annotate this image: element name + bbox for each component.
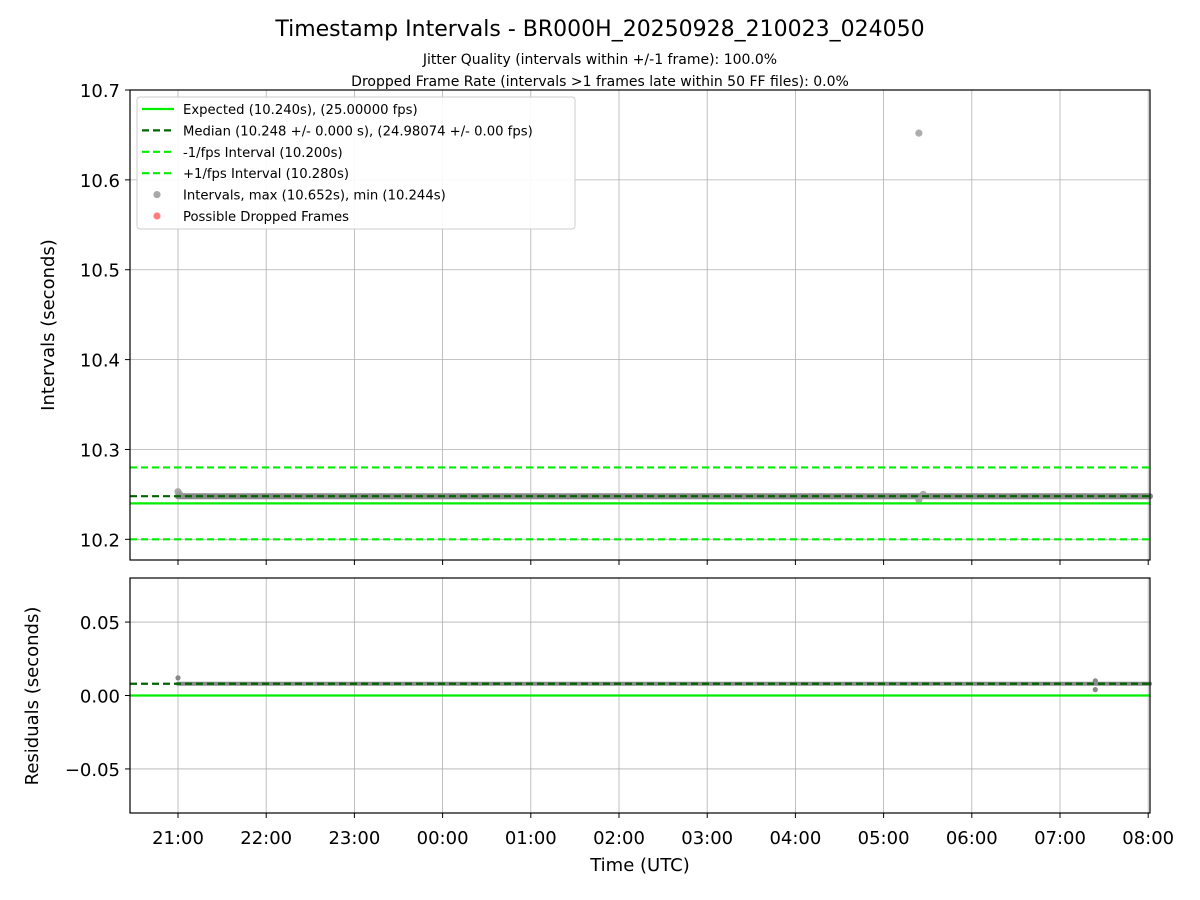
y-tick-label: 0.00: [80, 687, 120, 708]
x-tick-label: 21:00: [152, 828, 204, 849]
legend-label: Possible Dropped Frames: [183, 210, 349, 225]
legend-label: Expected (10.240s), (25.00000 fps): [183, 103, 418, 118]
x-tick-label: 01:00: [505, 828, 557, 849]
chart-subtitle-jitter: Jitter Quality (intervals within +/-1 fr…: [422, 52, 777, 68]
legend-marker: [153, 212, 161, 220]
x-tick-label: 06:00: [946, 828, 998, 849]
y-tick-label: 10.6: [80, 171, 120, 192]
top-y-axis-label: Intervals (seconds): [38, 239, 59, 411]
x-tick-label: 23:00: [328, 828, 380, 849]
y-tick-label: −0.05: [65, 760, 120, 781]
legend-label: Median (10.248 +/- 0.000 s), (24.98074 +…: [183, 124, 533, 139]
y-tick-label: 10.7: [80, 81, 120, 102]
x-tick-label: 00:00: [417, 828, 469, 849]
chart-subtitle-dropped: Dropped Frame Rate (intervals >1 frames …: [351, 74, 849, 90]
residual-point: [1092, 687, 1098, 693]
x-tick-label: 02:00: [593, 828, 645, 849]
legend-box: [136, 96, 576, 230]
residual-point: [1092, 678, 1098, 684]
legend-label: -1/fps Interval (10.200s): [183, 146, 343, 161]
legend-label: Intervals, max (10.652s), min (10.244s): [183, 189, 446, 204]
x-tick-label: 04:00: [769, 828, 821, 849]
x-tick-label: 05:00: [858, 828, 910, 849]
x-tick-label: 07:00: [1034, 828, 1086, 849]
residuals-panel: −0.05 0.00 0.05 21:00 22:00 23:00 00:00 01:00 02…: [65, 577, 1174, 849]
x-tick-label: 22:00: [240, 828, 292, 849]
y-tick-label: 10.4: [80, 351, 120, 372]
y-tick-label: 10.2: [80, 530, 120, 551]
interval-point: [915, 129, 923, 137]
y-tick-label: 10.5: [80, 261, 120, 282]
legend-label: +1/fps Interval (10.280s): [183, 167, 349, 182]
y-tick-label: 10.3: [80, 440, 120, 461]
bottom-frame: [129, 577, 1151, 814]
y-tick-label: 0.05: [80, 613, 120, 634]
top-frame: [129, 89, 1151, 561]
legend-marker: [153, 191, 161, 199]
x-tick-label: 08:00: [1122, 828, 1174, 849]
x-axis-label: Time (UTC): [589, 855, 690, 876]
intervals-panel: 10.2 10.3 10.4 10.5 10.6 10.7 Expected (10.240…: [80, 81, 1153, 565]
interval-point: [915, 496, 923, 504]
bottom-y-axis-label: Residuals (seconds): [22, 607, 43, 786]
residual-point: [175, 675, 181, 681]
chart-title: Timestamp Intervals - BR000H_20250928_21…: [274, 17, 924, 42]
legend: Expected (10.240s), (25.00000 fps) Median…: [136, 96, 576, 230]
x-tick-label: 03:00: [681, 828, 733, 849]
